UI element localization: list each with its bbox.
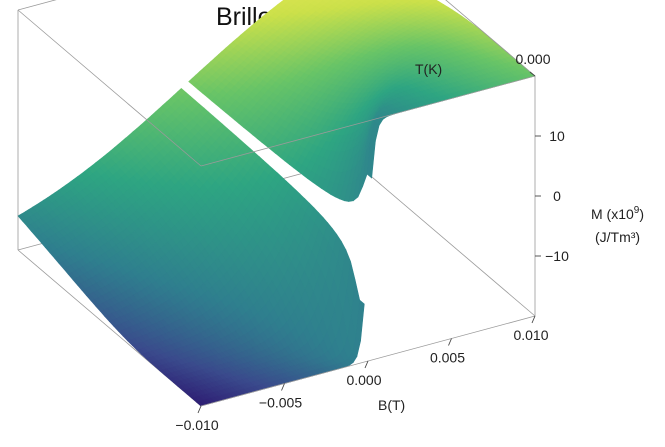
box-edge: [200, 75, 536, 167]
box-edge: [445, 0, 536, 77]
x-tick-mark: [364, 360, 369, 369]
x-tick-label: −0.005: [259, 395, 302, 411]
magnetization-surface: [17, 0, 536, 407]
surface-patch: [355, 299, 365, 342]
surface-patch: [357, 0, 363, 2]
x-tick-label: 0.005: [430, 350, 465, 366]
x-tick-mark: [281, 383, 285, 391]
x-tick-mark: [197, 405, 202, 414]
x-axis-ticks: −0.010 −0.005 0.000 0.005 0.010: [175, 315, 549, 433]
x-tick-label: −0.010: [175, 417, 218, 433]
z-axis-ticks: −10 0 10: [535, 128, 569, 264]
x-tick-mark: [531, 315, 536, 324]
box-edge: [351, 159, 536, 317]
surface-patch: [348, 0, 356, 2]
y-tick-mark: [529, 71, 536, 77]
z-axis-label: M (x109): [591, 205, 644, 222]
y-tick-label: 0.000: [515, 51, 550, 67]
z-tick-label: −10: [545, 248, 569, 264]
surface-patch: [286, 0, 293, 2]
z-axis-label-units: (J/Tm³): [595, 229, 640, 245]
x-axis-label: B(T): [378, 397, 405, 413]
box-edge: [17, 9, 202, 167]
z-tick-label: 10: [549, 128, 565, 144]
surface-patch: [295, 0, 301, 2]
x-tick-label: 0.010: [513, 327, 548, 343]
x-tick-label: 0.000: [346, 372, 381, 388]
y-axis-label: T(K): [415, 61, 442, 77]
x-tick-mark: [448, 338, 452, 346]
z-tick-label: 0: [553, 188, 561, 204]
